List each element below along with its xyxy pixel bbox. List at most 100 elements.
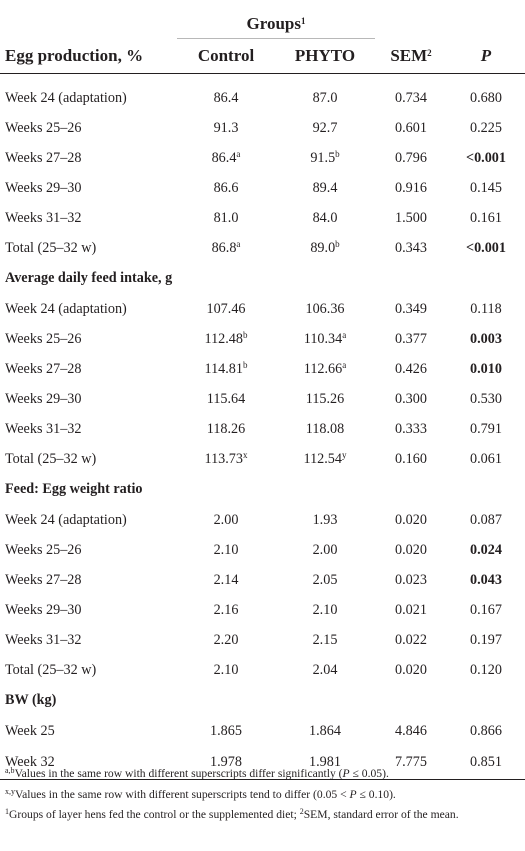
- footnote-groups-sem: 1Groups of layer hens fed the control or…: [5, 807, 459, 822]
- cell-sem: 0.916: [395, 179, 427, 196]
- cell-phyto: 106.36: [305, 300, 345, 317]
- cell-control: 2.00: [213, 511, 239, 528]
- cell-control: 107.46: [206, 300, 246, 317]
- cell-phyto: 89.0b: [310, 238, 340, 256]
- cell-p: 0.530: [470, 390, 502, 407]
- cell-phyto: 2.04: [312, 661, 338, 678]
- cell-p: <0.001: [465, 149, 506, 166]
- footnotes: a,bValues in the same row with different…: [5, 766, 521, 828]
- groups-header: Groups1: [177, 0, 375, 39]
- cell-phyto: 2.00: [312, 541, 338, 558]
- cell-sem: 0.426: [395, 360, 427, 377]
- cell-control: 2.20: [213, 631, 239, 648]
- cell-phyto: 1.981: [309, 754, 341, 770]
- row-label: Weeks 25–26: [5, 119, 82, 136]
- row-label: Total (25–32 w): [5, 239, 97, 256]
- table-row: Weeks 27–28 86.4a 91.5b 0.796 <0.001: [0, 143, 525, 173]
- footnote-significance: a,bValues in the same row with different…: [5, 766, 389, 781]
- column-header-p: P: [480, 45, 492, 65]
- table-row: Week 32 1.978 1.981 7.775 0.851: [0, 746, 525, 780]
- section-title: Feed: Egg weight ratio: [5, 481, 143, 497]
- cell-p: 0.866: [470, 722, 502, 739]
- cell-control: 112.48b: [204, 329, 248, 347]
- cell-sem: 7.775: [395, 754, 427, 770]
- cell-phyto: 91.5b: [310, 148, 340, 166]
- table-row: Weeks 29–30 86.6 89.4 0.916 0.145: [0, 173, 525, 203]
- cell-sem: 1.500: [395, 209, 427, 226]
- row-label: Weeks 25–26: [5, 330, 82, 347]
- cell-sem: 0.734: [395, 89, 427, 106]
- header-row-columns: Egg production, % Control PHYTO SEM2 P: [0, 39, 525, 74]
- cell-sem: 0.377: [395, 330, 427, 347]
- cell-p: 0.024: [470, 541, 502, 558]
- row-label: Weeks 29–30: [5, 390, 82, 407]
- cell-sem: 0.021: [395, 601, 427, 618]
- footnote-tendency: x,yValues in the same row with different…: [5, 786, 396, 801]
- cell-p: 0.791: [470, 420, 502, 437]
- cell-sem: 0.333: [395, 420, 427, 437]
- cell-sem: 0.160: [395, 450, 427, 467]
- table-row: Weeks 29–30 2.16 2.10 0.021 0.167: [0, 595, 525, 625]
- cell-p: 0.010: [470, 360, 502, 377]
- table-row: Weeks 31–32 2.20 2.15 0.022 0.197: [0, 625, 525, 655]
- cell-phyto: 84.0: [312, 209, 338, 226]
- table-row: Total (25–32 w) 2.10 2.04 0.020 0.120: [0, 655, 525, 685]
- row-label: Total (25–32 w): [5, 661, 97, 678]
- column-header-label: Egg production, %: [5, 45, 144, 65]
- row-label: Weeks 31–32: [5, 631, 82, 648]
- row-label: Weeks 27–28: [5, 149, 82, 166]
- table-row: Weeks 27–28 114.81b 112.66a 0.426 0.010: [0, 354, 525, 384]
- table-row: Weeks 27–28 2.14 2.05 0.023 0.043: [0, 565, 525, 595]
- table-row: Week 25 1.865 1.864 4.846 0.866: [0, 716, 525, 746]
- cell-sem: 0.349: [395, 300, 427, 317]
- row-label: Weeks 27–28: [5, 571, 82, 588]
- table-row: Weeks 25–26 112.48b 110.34a 0.377 0.003: [0, 324, 525, 354]
- cell-sem: 0.601: [395, 119, 427, 136]
- cell-control: 86.4a: [211, 148, 241, 166]
- cell-phyto: 87.0: [312, 89, 338, 106]
- table-row: Total (25–32 w) 86.8a 89.0b 0.343 <0.001: [0, 233, 525, 263]
- cell-control: 114.81b: [204, 359, 248, 377]
- cell-p: 0.087: [470, 511, 502, 528]
- cell-phyto: 2.15: [312, 631, 338, 648]
- cell-sem: 4.846: [395, 722, 427, 739]
- cell-phyto: 89.4: [312, 179, 338, 196]
- cell-phyto: 110.34a: [303, 329, 347, 347]
- cell-phyto: 115.26: [305, 390, 345, 407]
- table-row: Weeks 25–26 91.3 92.7 0.601 0.225: [0, 113, 525, 143]
- row-label: Weeks 29–30: [5, 601, 82, 618]
- section-header: Average daily feed intake, g: [0, 263, 525, 294]
- table-row: Week 24 (adaptation) 107.46 106.36 0.349 0.1…: [0, 294, 525, 324]
- row-label: Week 32: [5, 754, 55, 770]
- cell-p: 0.061: [470, 450, 502, 467]
- cell-control: 1.978: [210, 754, 242, 770]
- cell-phyto: 118.08: [305, 420, 345, 437]
- cell-control: 115.64: [206, 390, 246, 407]
- cell-phyto: 2.10: [312, 601, 338, 618]
- row-label: Week 25: [5, 722, 55, 739]
- cell-sem: 0.796: [395, 149, 427, 166]
- cell-control: 2.14: [213, 571, 239, 588]
- cell-sem: 0.022: [395, 631, 427, 648]
- cell-sem: 0.020: [395, 661, 427, 678]
- cell-phyto: 2.05: [312, 571, 338, 588]
- cell-phyto: 1.864: [309, 722, 341, 739]
- column-header-phyto: PHYTO: [294, 46, 356, 65]
- cell-p: 0.167: [470, 601, 502, 618]
- header-row-groups: Groups1: [0, 0, 525, 39]
- cell-p: 0.197: [470, 631, 502, 648]
- table-row: Weeks 29–30 115.64 115.26 0.300 0.530: [0, 384, 525, 414]
- cell-phyto: 1.93: [312, 511, 338, 528]
- table-row: Week 24 (adaptation) 86.4 87.0 0.734 0.680: [0, 83, 525, 113]
- row-label: Weeks 31–32: [5, 209, 82, 226]
- cell-sem: 0.020: [395, 541, 427, 558]
- cell-sem: 0.300: [395, 390, 427, 407]
- table-row: Total (25–32 w) 113.73x 112.54y 0.160 0.061: [0, 444, 525, 474]
- row-label: Week 24 (adaptation): [5, 300, 127, 317]
- row-label: Weeks 25–26: [5, 541, 82, 558]
- cell-control: 2.10: [213, 661, 239, 678]
- cell-control: 118.26: [206, 420, 246, 437]
- row-label: Weeks 27–28: [5, 360, 82, 377]
- cell-control: 91.3: [213, 119, 239, 136]
